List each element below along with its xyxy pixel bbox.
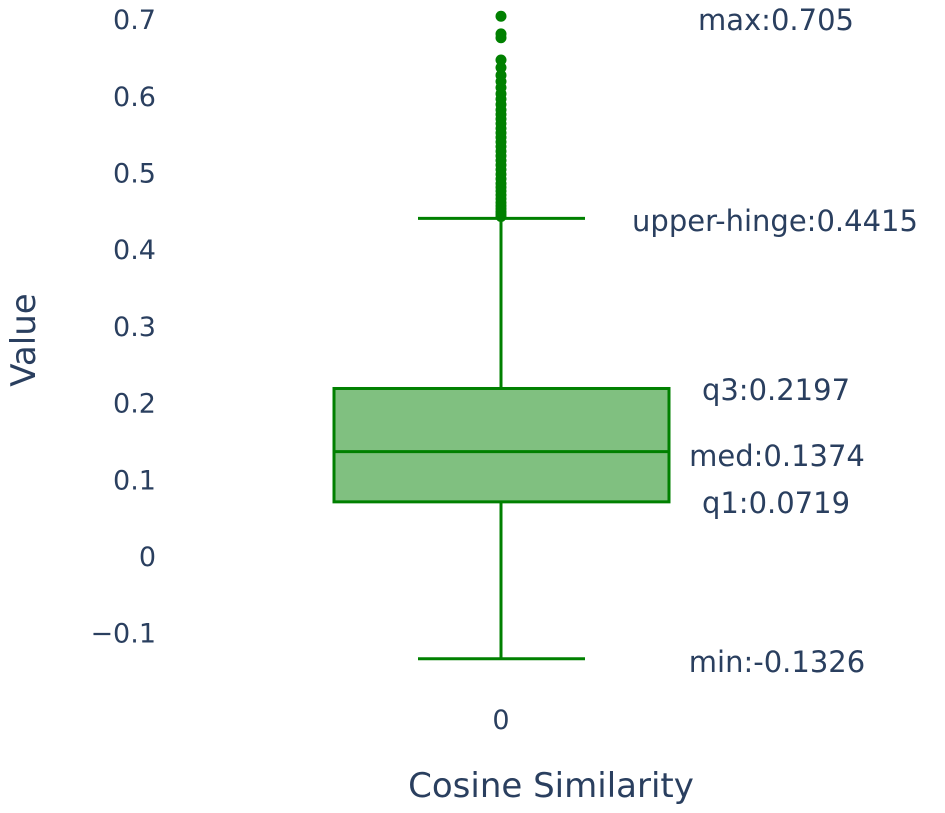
- outlier-point: [495, 54, 507, 66]
- stat-annotations: max:0.705 upper-hinge:0.4415 q3:0.2197 med:…: [632, 3, 918, 679]
- annotation-upper-hinge: upper-hinge:0.4415: [632, 204, 918, 238]
- y-tick-label: 0.3: [113, 312, 156, 343]
- y-tick-label: −0.1: [90, 619, 156, 650]
- interquartile-box: [332, 386, 671, 504]
- y-axis-title: Value: [4, 293, 44, 386]
- y-tick-label: 0.5: [113, 159, 156, 190]
- y-tick-label: 0.1: [113, 465, 156, 496]
- y-axis-ticks: 0.7 0.6 0.5 0.4 0.3 0.2 0.1 0 −0.1: [90, 5, 156, 650]
- outlier-points: [495, 10, 507, 222]
- x-tick-label: 0: [492, 705, 509, 736]
- y-tick-label: 0.4: [113, 235, 156, 266]
- y-tick-label: 0.6: [113, 82, 156, 113]
- outlier-point: [495, 62, 507, 74]
- annotation-q3: q3:0.2197: [702, 373, 850, 407]
- y-tick-label: 0.2: [113, 389, 156, 420]
- y-tick-label: 0: [139, 542, 156, 573]
- outlier-point: [495, 32, 507, 44]
- outlier-point: [495, 10, 507, 22]
- annotation-q1: q1:0.0719: [702, 486, 850, 520]
- y-tick-label: 0.7: [113, 5, 156, 36]
- annotation-median: med:0.1374: [689, 439, 865, 473]
- x-axis-title: Cosine Similarity: [408, 766, 694, 806]
- annotation-max: max:0.705: [698, 3, 854, 37]
- plot-area: [332, 10, 671, 661]
- outlier-point: [495, 210, 507, 222]
- annotation-min: min:-0.1326: [689, 645, 865, 679]
